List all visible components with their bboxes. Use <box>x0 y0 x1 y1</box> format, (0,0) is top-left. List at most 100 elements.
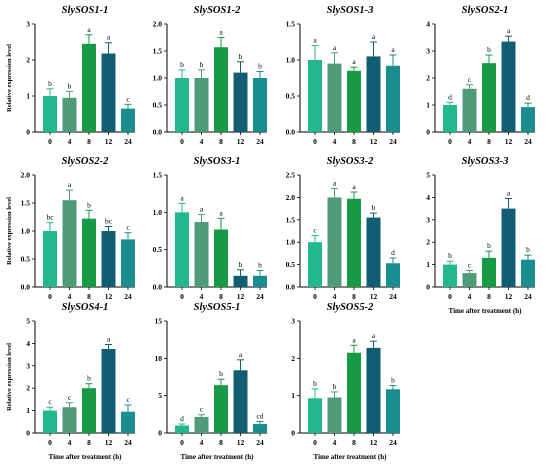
significance-letter: a <box>180 193 184 202</box>
x-tick-label: 0 <box>313 292 317 301</box>
y-axis-label: Relative expression level <box>6 343 13 411</box>
x-tick-label: 8 <box>219 438 223 447</box>
bar-0h <box>43 231 57 287</box>
significance-letter: b <box>487 241 491 250</box>
x-tick-label: 8 <box>352 292 356 301</box>
x-axis-label: Time after treatment (h) <box>181 453 255 461</box>
x-tick-label: 0 <box>180 438 184 447</box>
significance-letter: a <box>313 36 317 45</box>
bar-12h <box>101 53 116 132</box>
panel-title: SlySOS1-1 <box>62 5 109 16</box>
panel-title: SlySOS5-2 <box>327 302 374 313</box>
y-tick-label: 3 <box>291 317 295 326</box>
y-tick-label: 5 <box>426 171 430 180</box>
y-tick-label: 1 <box>26 92 30 101</box>
significance-letter: a <box>333 178 337 187</box>
significance-letter: c <box>468 75 472 84</box>
x-tick-label: 24 <box>256 292 264 301</box>
x-tick-label: 12 <box>237 292 245 301</box>
bar-4h <box>327 397 342 433</box>
x-tick-label: 24 <box>389 292 397 301</box>
panel-title: SlySOS2-1 <box>462 5 509 16</box>
bar-4h <box>194 416 209 433</box>
y-tick-label: 2.0 <box>286 193 296 202</box>
significance-letter: bc <box>105 217 113 226</box>
significance-letter: a <box>352 182 356 191</box>
x-tick-label: 8 <box>352 438 356 447</box>
y-tick-label: 1.0 <box>153 74 163 83</box>
y-tick-label: 0.5 <box>286 92 296 101</box>
panel-title: SlySOS3-1 <box>194 156 241 167</box>
x-tick-label: 4 <box>200 292 204 301</box>
x-tick-label: 12 <box>505 137 513 146</box>
x-tick-label: 0 <box>48 292 52 301</box>
x-tick-label: 0 <box>48 438 52 447</box>
y-tick-label: 1.5 <box>153 47 163 56</box>
significance-letter: a <box>333 43 337 52</box>
panel-SlySOS3-2: SlySOS3-2 0.0 0.5 1.0 1.5 2.0 2.5 c 0 a 4 a 8 b 12 d 24 <box>286 156 400 301</box>
x-tick-label: 4 <box>200 438 204 447</box>
significance-letter: a <box>239 350 243 359</box>
significance-letter: b <box>48 79 52 88</box>
x-tick-label: 4 <box>68 137 72 146</box>
bar-12h <box>366 217 381 287</box>
bar-12h <box>101 231 116 287</box>
significance-letter: a <box>219 208 223 217</box>
panel-SlySOS1-2: SlySOS1-2 0.0 0.5 1.0 1.5 2.0 b 0 b 4 a 8 b 12 b 24 <box>153 5 267 146</box>
bar-4h <box>327 63 342 132</box>
panel-title: SlySOS5-1 <box>194 302 241 313</box>
y-tick-label: 4 <box>426 193 430 202</box>
bar-8h <box>214 229 228 287</box>
significance-letter: a <box>372 331 376 340</box>
y-tick-label: 0 <box>426 283 430 292</box>
bar-0h <box>308 60 322 132</box>
bar-8h <box>82 218 96 287</box>
y-tick-label: 0.0 <box>153 128 163 137</box>
x-tick-label: 4 <box>333 137 337 146</box>
significance-letter: d <box>391 248 395 257</box>
x-axis-label: Time after treatment (h) <box>314 453 388 461</box>
bar-0h <box>43 96 57 132</box>
significance-letter: c <box>468 260 472 269</box>
y-tick-label: 0.5 <box>21 255 31 264</box>
x-tick-label: 4 <box>468 292 472 301</box>
bar-24h <box>386 65 400 132</box>
y-tick-label: 0.0 <box>286 128 296 137</box>
x-tick-label: 12 <box>370 438 378 447</box>
bar-24h <box>253 275 267 287</box>
bar-12h <box>233 72 248 132</box>
significance-letter: a <box>391 45 395 54</box>
y-axis-label: Relative expression level <box>6 197 13 265</box>
x-tick-label: 24 <box>524 292 532 301</box>
significance-letter: b <box>219 369 223 378</box>
bar-24h <box>253 424 267 433</box>
bar-4h <box>194 78 209 132</box>
x-tick-label: 24 <box>256 137 264 146</box>
panel-title: SlySOS1-3 <box>327 5 374 16</box>
significance-letter: cd <box>256 411 263 420</box>
panel-SlySOS3-1: SlySOS3-1 0.0 0.5 1.0 1.5 a 0 a 4 a 8 b 12 b 24 <box>153 156 267 301</box>
bar-8h <box>482 257 496 287</box>
significance-letter: c <box>126 395 130 404</box>
x-tick-label: 0 <box>448 292 452 301</box>
bar-0h <box>443 105 457 132</box>
significance-letter: b <box>258 62 262 71</box>
bar-12h <box>366 56 381 132</box>
significance-letter: c <box>313 225 317 234</box>
significance-letter: d <box>180 414 184 423</box>
bar-8h <box>347 352 361 433</box>
significance-letter: b <box>372 203 376 212</box>
x-tick-label: 0 <box>313 438 317 447</box>
bar-4h <box>327 197 342 287</box>
significance-letter: b <box>333 382 337 391</box>
bar-0h <box>43 410 57 433</box>
x-tick-label: 4 <box>333 292 337 301</box>
y-tick-label: 3 <box>426 215 430 224</box>
x-tick-label: 12 <box>237 137 245 146</box>
y-tick-label: 0.0 <box>21 283 31 292</box>
significance-letter: b <box>87 374 91 383</box>
panel-title: SlySOS2-2 <box>62 156 109 167</box>
